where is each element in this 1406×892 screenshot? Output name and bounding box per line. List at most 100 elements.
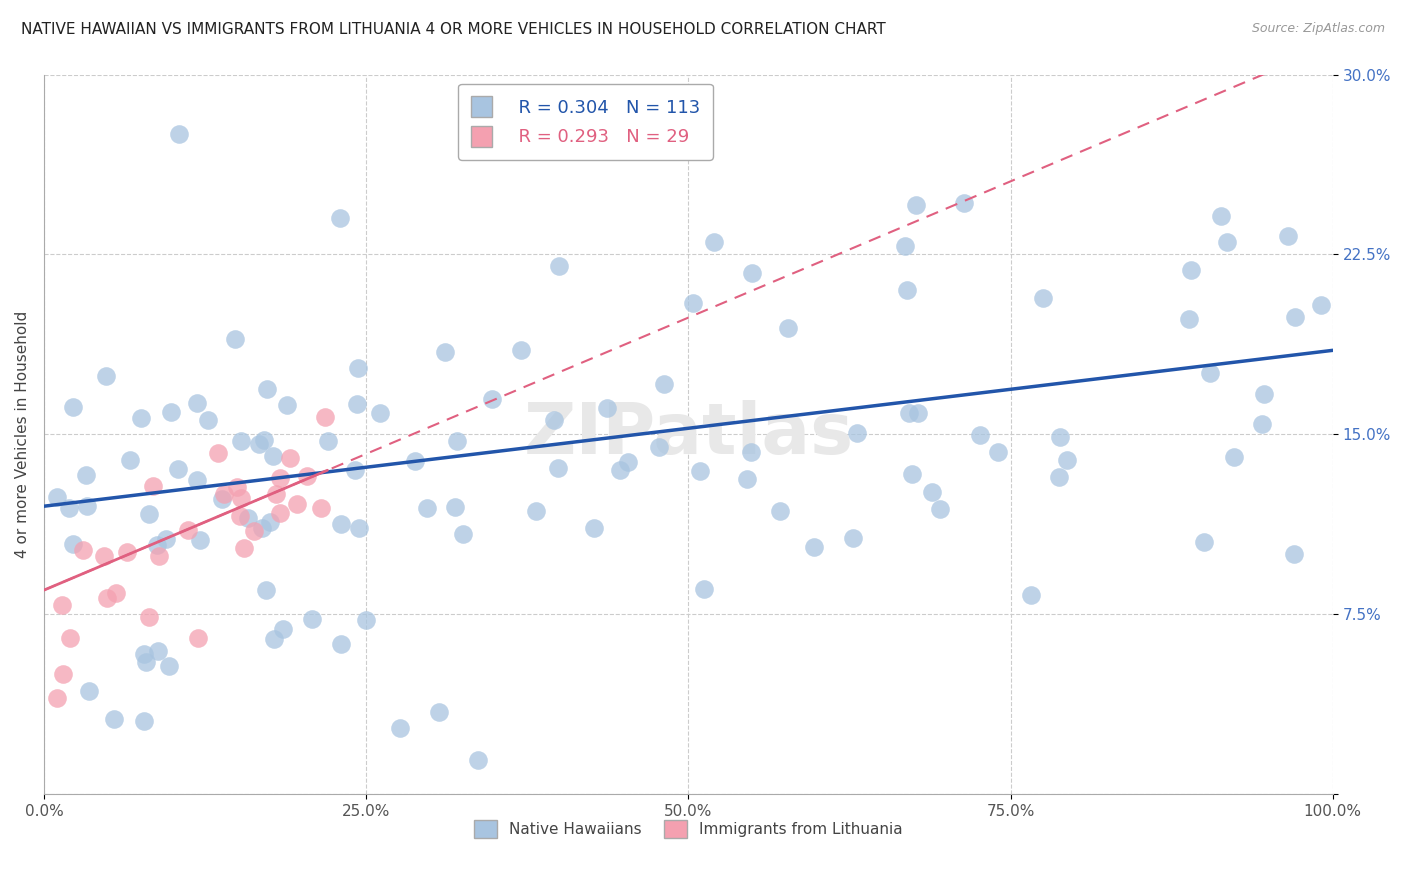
Point <box>263 632 285 647</box>
Point <box>211 492 233 507</box>
Point <box>404 454 426 468</box>
Point <box>416 500 439 515</box>
Point <box>1223 450 1246 465</box>
Point <box>329 516 352 531</box>
Point <box>132 647 155 661</box>
Point <box>609 463 631 477</box>
Point <box>703 235 725 250</box>
Point <box>167 128 190 142</box>
Point <box>481 392 503 406</box>
Point <box>1251 417 1274 432</box>
Point <box>190 533 212 547</box>
Point <box>301 612 323 626</box>
Point <box>142 479 165 493</box>
Point <box>166 462 188 476</box>
Point <box>741 266 763 280</box>
Point <box>969 428 991 442</box>
Point <box>295 469 318 483</box>
Point <box>256 383 278 397</box>
Point <box>146 538 169 552</box>
Point <box>343 463 366 477</box>
Point <box>898 406 921 420</box>
Point <box>596 401 619 415</box>
Point <box>93 549 115 564</box>
Point <box>894 238 917 252</box>
Point <box>1180 263 1202 277</box>
Point <box>433 345 456 359</box>
Point <box>269 471 291 485</box>
Point <box>197 413 219 427</box>
Point <box>236 510 259 524</box>
Point <box>177 523 200 537</box>
Point <box>186 396 208 410</box>
Point <box>1284 310 1306 325</box>
Point <box>905 198 928 212</box>
Point <box>842 532 865 546</box>
Point <box>952 195 974 210</box>
Point <box>921 484 943 499</box>
Point <box>582 520 605 534</box>
Point <box>229 434 252 448</box>
Text: NATIVE HAWAIIAN VS IMMIGRANTS FROM LITHUANIA 4 OR MORE VEHICLES IN HOUSEHOLD COR: NATIVE HAWAIIAN VS IMMIGRANTS FROM LITHU… <box>21 22 886 37</box>
Text: Source: ZipAtlas.com: Source: ZipAtlas.com <box>1251 22 1385 36</box>
Point <box>45 691 67 706</box>
Point <box>214 487 236 501</box>
Point <box>309 501 332 516</box>
Point <box>548 260 571 274</box>
Point <box>187 631 209 645</box>
Point <box>735 472 758 486</box>
Point <box>1198 366 1220 380</box>
Point <box>693 582 716 596</box>
Point <box>120 453 142 467</box>
Point <box>252 521 274 535</box>
Point <box>451 526 474 541</box>
Point <box>148 549 170 563</box>
Point <box>224 332 246 346</box>
Point <box>1282 547 1305 561</box>
Point <box>135 656 157 670</box>
Point <box>896 284 918 298</box>
Point <box>138 508 160 522</box>
Point <box>247 436 270 450</box>
Point <box>1177 311 1199 326</box>
Point <box>159 405 181 419</box>
Point <box>285 497 308 511</box>
Point <box>524 503 547 517</box>
Point <box>547 461 569 475</box>
Point <box>262 449 284 463</box>
Point <box>269 506 291 520</box>
Legend: Native Hawaiians, Immigrants from Lithuania: Native Hawaiians, Immigrants from Lithua… <box>468 814 910 844</box>
Point <box>446 434 468 448</box>
Point <box>264 487 287 501</box>
Point <box>543 413 565 427</box>
Point <box>229 509 252 524</box>
Point <box>389 721 412 735</box>
Point <box>96 591 118 606</box>
Point <box>901 467 924 481</box>
Point <box>58 501 80 516</box>
Point <box>226 480 249 494</box>
Point <box>740 445 762 459</box>
Point <box>243 524 266 538</box>
Point <box>617 455 640 469</box>
Point <box>689 464 711 478</box>
Point <box>186 473 208 487</box>
Point <box>51 598 73 612</box>
Point <box>278 451 301 466</box>
Point <box>46 491 69 505</box>
Point <box>75 468 97 483</box>
Point <box>987 445 1010 459</box>
Point <box>467 753 489 767</box>
Point <box>1253 386 1275 401</box>
Point <box>62 401 84 415</box>
Point <box>444 500 467 514</box>
Point <box>103 712 125 726</box>
Point <box>368 406 391 420</box>
Point <box>52 667 75 681</box>
Point <box>207 446 229 460</box>
Point <box>648 441 671 455</box>
Point <box>1019 588 1042 602</box>
Point <box>778 321 800 335</box>
Point <box>928 502 950 516</box>
Point <box>845 426 868 441</box>
